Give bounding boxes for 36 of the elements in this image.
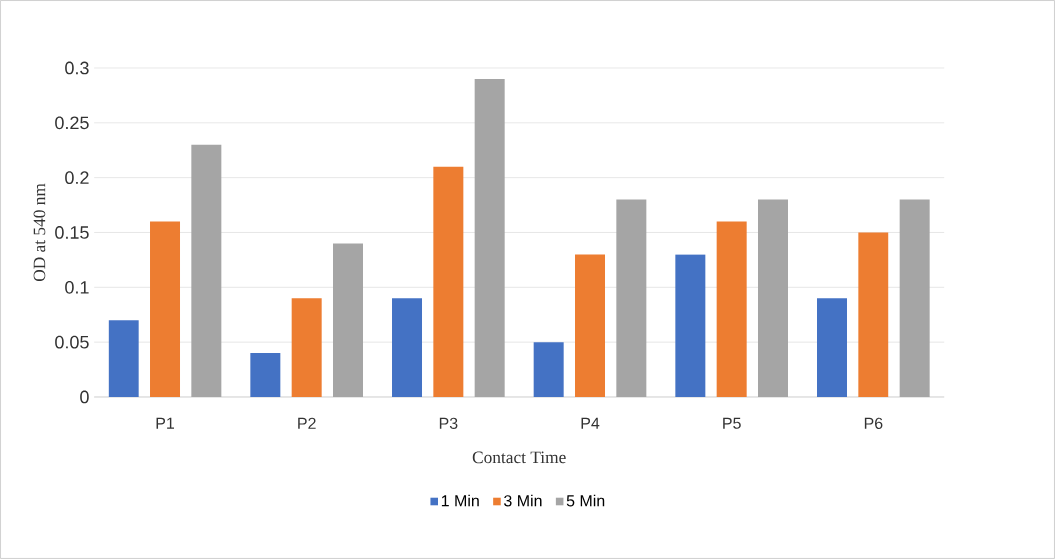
y-tick-label: 0.05: [55, 335, 89, 349]
x-tick-label: P3: [439, 417, 458, 430]
x-tick-label: P5: [723, 417, 741, 429]
bar: [333, 243, 364, 397]
bar: [575, 254, 606, 397]
bar: [191, 144, 222, 397]
bar: [675, 254, 706, 397]
x-axis-title: Contact Time: [472, 451, 566, 464]
legend-label: 3 Min: [504, 494, 542, 507]
bar: [817, 298, 847, 397]
y-tick-label: 0.2: [65, 171, 89, 185]
bar: [150, 221, 181, 397]
bar: [758, 199, 788, 397]
bar: [533, 342, 564, 397]
bar: [858, 232, 889, 397]
y-tick-label: 0.15: [55, 226, 89, 239]
bar: [250, 353, 281, 397]
y-tick-label: 0.1: [65, 280, 89, 294]
y-axis-title: OD at 540 nm: [33, 183, 46, 282]
bar: [291, 298, 322, 397]
y-tick-label: 0.25: [55, 116, 89, 130]
x-tick-label: P1: [156, 417, 175, 429]
legend-label: 5 Min: [566, 494, 605, 507]
x-tick-label: P6: [864, 417, 883, 430]
x-tick-label: P2: [298, 417, 316, 429]
bar: [108, 320, 139, 397]
y-tick-label: 0: [80, 390, 89, 404]
bar: [474, 78, 505, 397]
y-tick-label: 0.3: [65, 61, 89, 75]
bar: [616, 199, 647, 397]
legend-label: 1 Min: [441, 494, 479, 507]
x-tick-label: P4: [581, 417, 600, 429]
bar: [716, 221, 747, 397]
bar: [899, 199, 930, 397]
bar: [433, 166, 464, 397]
bar: [392, 298, 423, 397]
